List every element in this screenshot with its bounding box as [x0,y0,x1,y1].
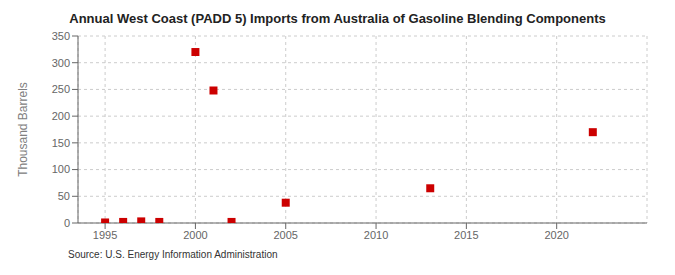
html-text:Source: U.S. Energy Informatio: Source: U.S. Energy Information Administ… [68,249,278,260]
svg-text:2000: 2000 [183,229,207,241]
svg-text:0: 0 [64,217,70,229]
svg-text:350: 350 [52,30,70,42]
svg-text:2015: 2015 [454,229,478,241]
svg-text:150: 150 [52,137,70,149]
svg-text:2020: 2020 [544,229,568,241]
svg-text:100: 100 [52,163,70,175]
svg-text:200: 200 [52,110,70,122]
svg-text:1995: 1995 [93,229,117,241]
svg-text:300: 300 [52,57,70,69]
svg-text:Thousand Barrels: Thousand Barrels [16,82,30,177]
svg-text:2010: 2010 [364,229,388,241]
html-text:Annual West Coast (PADD 5) Imp: Annual West Coast (PADD 5) Imports from … [69,11,606,26]
svg-text:2005: 2005 [273,229,297,241]
svg-text:50: 50 [58,190,70,202]
svg-text:250: 250 [52,83,70,95]
